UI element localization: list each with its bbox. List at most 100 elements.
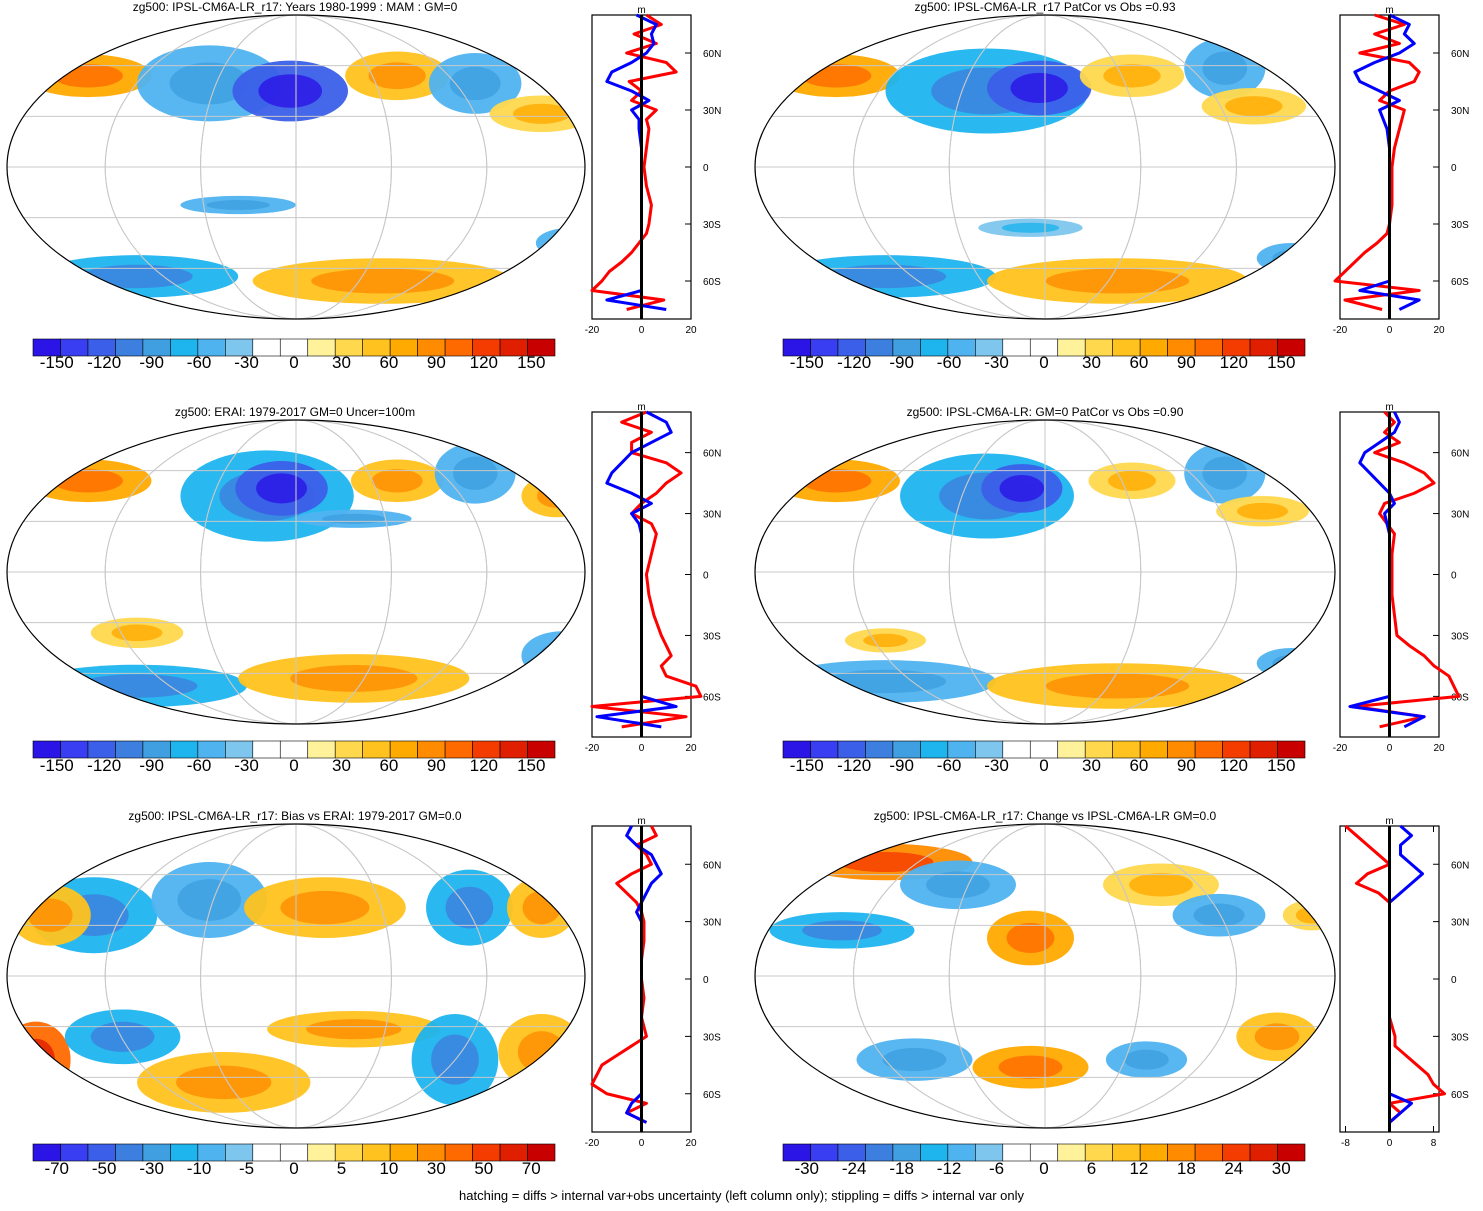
graticule-lon — [200, 824, 392, 1128]
colorbar-label: 70 — [522, 1159, 541, 1178]
anomaly-core — [539, 642, 585, 669]
zonal-ytick-label: 60S — [703, 1090, 721, 1101]
panel-title: zg500: IPSL-CM6A-LR_r17: Bias vs ERAI: 1… — [128, 809, 462, 823]
zonal-xtick-label: -8 — [1341, 1138, 1350, 1149]
zonal-ytick-label: 60N — [703, 449, 721, 460]
zonal-units: m — [637, 816, 645, 827]
colorbar-label: -60 — [937, 353, 962, 372]
colorbar-label: -60 — [187, 756, 212, 775]
anomaly-core — [371, 469, 423, 493]
colorbar-label: 90 — [1177, 756, 1196, 775]
colorbar-label: -30 — [234, 756, 259, 775]
colorbar-5: -70 -50 -30 -10 -5 0 5 10 30 50 70 — [32, 1143, 556, 1178]
colorbar-label: -12 — [937, 1159, 962, 1178]
anomaly-core — [306, 1019, 402, 1040]
zonal-ytick-label: 0 — [1451, 163, 1457, 174]
graticule-lon — [853, 15, 1237, 319]
colorbar-label: -60 — [187, 353, 212, 372]
panel-title: zg500: IPSL-CM6A-LR_r17: Years 1980-1999… — [132, 0, 458, 14]
colorbar-swatch — [307, 1143, 336, 1162]
zonal-ytick-label: 30S — [1451, 220, 1469, 231]
zonal-mean-1: m -20 0 20 60N 30N 0 30S 60S — [585, 5, 722, 336]
zonal-units: m — [637, 5, 645, 16]
colorbar-label: 60 — [1129, 756, 1148, 775]
zonal-ytick-label: 30S — [703, 631, 721, 642]
zonal-ytick-label: 60N — [1451, 860, 1469, 871]
zonal-series-line — [1333, 13, 1421, 311]
map-panel-2 — [754, 14, 1336, 320]
colorbar-label: 0 — [289, 1159, 298, 1178]
colorbar-label: -90 — [139, 353, 164, 372]
zonal-ytick-label: 60N — [703, 860, 721, 871]
graticule-lon — [200, 420, 392, 724]
colorbar-label: 5 — [337, 1159, 346, 1178]
colorbar-label: -18 — [889, 1159, 914, 1178]
colorbar-label: 120 — [470, 756, 498, 775]
map-field — [7, 824, 585, 1128]
colorbar-2: -150 -120 -90 -60 -30 0 30 60 90 120 150 — [782, 338, 1306, 372]
colorbar-swatch — [252, 1143, 281, 1162]
colorbar-swatch — [1194, 740, 1223, 759]
map-field — [7, 420, 585, 724]
anomaly-core — [177, 879, 242, 921]
colorbar-swatch — [1194, 1143, 1223, 1162]
anomaly-core — [1202, 456, 1248, 490]
graticule-lon — [948, 824, 1142, 1128]
zonal-xtick-label: 20 — [1433, 325, 1445, 336]
anomaly-core — [290, 665, 418, 692]
map-panel-4 — [754, 419, 1336, 725]
colorbar-label: -24 — [842, 1159, 867, 1178]
map-panel-3 — [6, 419, 586, 725]
colorbar-label: -150 — [40, 756, 74, 775]
colorbar-label: 6 — [1087, 1159, 1096, 1178]
zonal-mean-5: m -20 0 20 60N 30N 0 30S 60S — [585, 816, 722, 1149]
anomaly-core — [1045, 673, 1190, 699]
zonal-ytick-label: 0 — [1451, 975, 1457, 986]
graticule-lon — [104, 824, 488, 1128]
zonal-xtick-label: -20 — [585, 743, 600, 754]
zonal-ytick-label: 30N — [703, 510, 721, 521]
zonal-mean-6: m -8 0 8 60N 30N 0 30S 60S — [1339, 816, 1469, 1149]
zonal-ytick-label: 0 — [1451, 571, 1457, 582]
zonal-ytick-label: 30S — [703, 1032, 721, 1043]
anomaly-core — [513, 103, 571, 124]
zonal-xtick-label: 0 — [1387, 1138, 1393, 1149]
map-field — [7, 15, 585, 319]
colorbar-swatch — [527, 740, 556, 759]
zonal-ytick-label: 60S — [1451, 277, 1469, 288]
anomaly-core — [76, 674, 198, 698]
panel-title: zg500: ERAI: 1979-2017 GM=0 Uncer=100m — [174, 405, 416, 419]
zonal-xtick-label: 8 — [1431, 1138, 1437, 1149]
colorbar-label: -6 — [989, 1159, 1004, 1178]
anomaly-core — [802, 920, 882, 941]
zonal-ytick-label: 60S — [1451, 1090, 1469, 1101]
anomaly-core — [280, 890, 370, 925]
zonal-ytick-label: 60N — [1451, 449, 1469, 460]
zonal-ytick-label: 0 — [703, 975, 709, 986]
anomaly-core — [551, 234, 585, 252]
colorbar-swatch — [527, 338, 556, 357]
zonal-xtick-label: 0 — [639, 325, 645, 336]
anomaly-core — [801, 469, 872, 493]
zonal-xtick-label: 0 — [1387, 743, 1393, 754]
colorbar-label: -10 — [187, 1159, 212, 1178]
colorbar-label: -150 — [790, 353, 824, 372]
colorbar-label: -120 — [837, 756, 871, 775]
zonal-ytick-label: 30N — [1451, 106, 1469, 117]
zonal-ytick-label: 60S — [703, 277, 721, 288]
map-outline — [754, 419, 1336, 725]
colorbar-label: -150 — [790, 756, 824, 775]
colorbar-label: -60 — [937, 756, 962, 775]
anomaly-patch — [1282, 900, 1335, 931]
anomaly-core — [999, 475, 1045, 502]
map-outline — [6, 14, 586, 320]
map-panel-5 — [6, 823, 586, 1129]
zonal-ytick-label: 60S — [703, 692, 721, 703]
colorbar-label: 90 — [427, 353, 446, 372]
colorbar-4: -150 -120 -90 -60 -30 0 30 60 90 120 150 — [782, 740, 1306, 775]
anomaly-core — [863, 633, 908, 648]
graticule-lon — [104, 15, 488, 319]
anomaly-core — [1006, 922, 1055, 954]
zonal-ytick-label: 30S — [1451, 1032, 1469, 1043]
